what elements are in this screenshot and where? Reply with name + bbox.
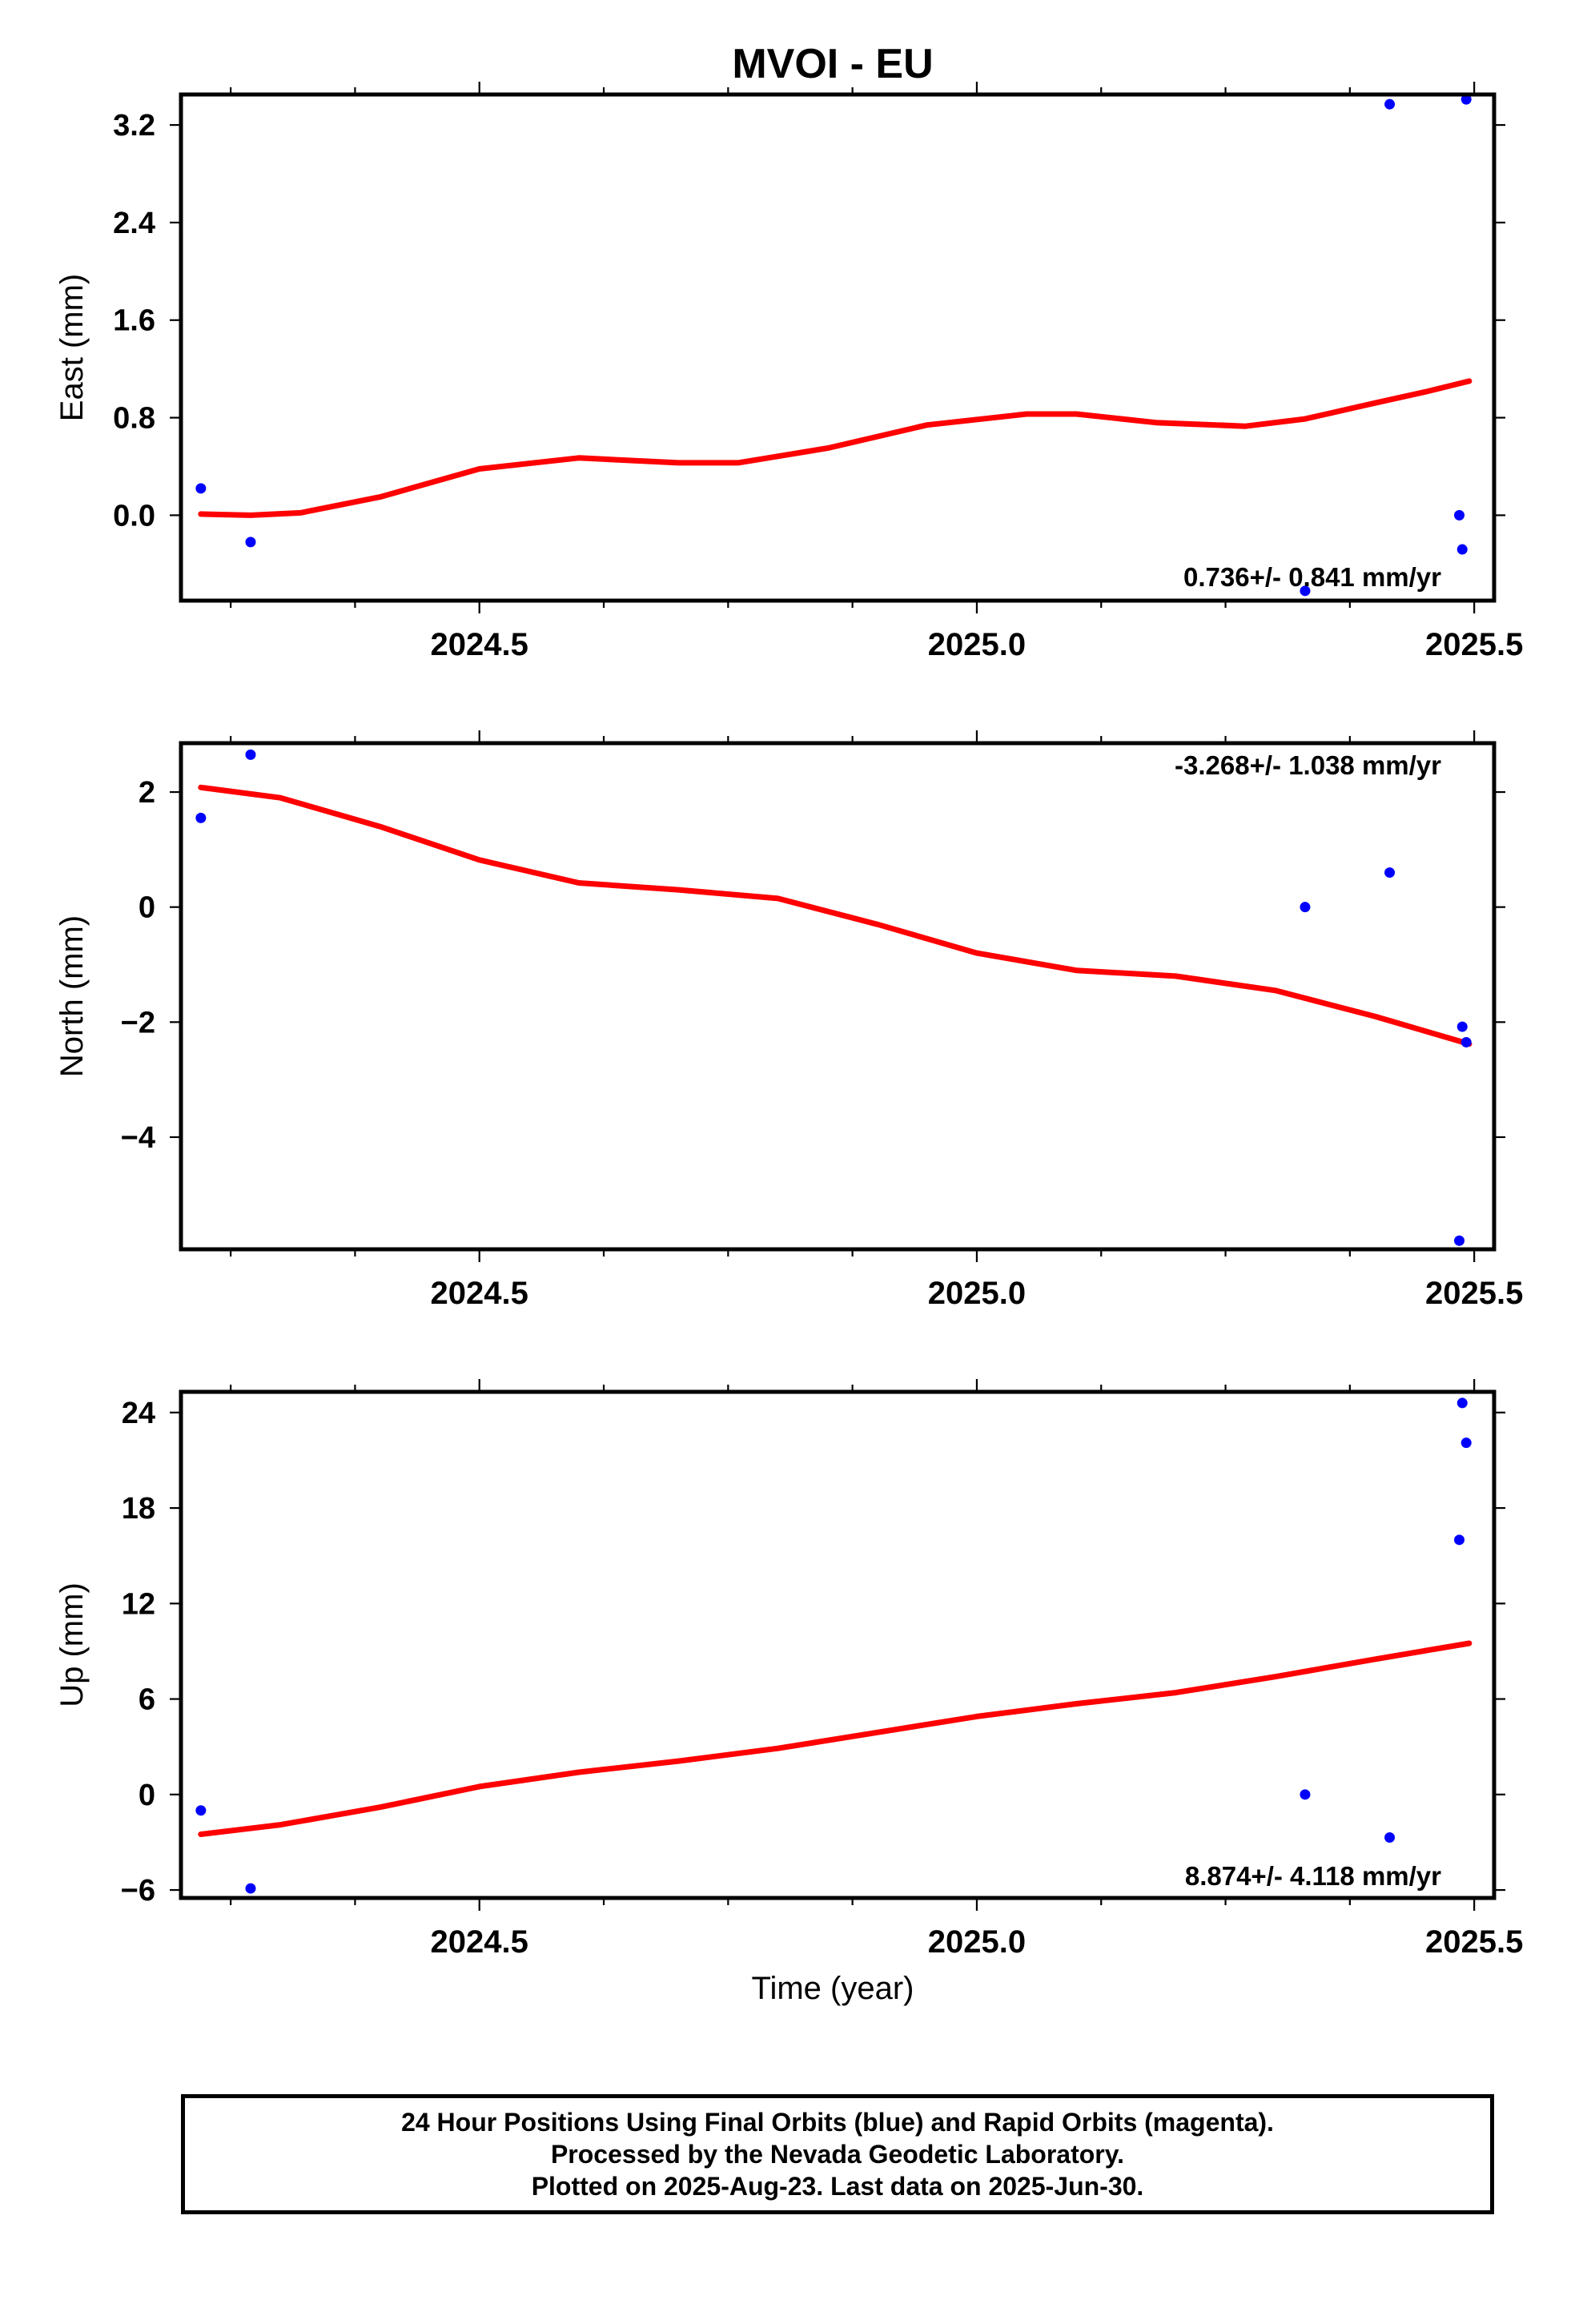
fit-line bbox=[198, 784, 1472, 1047]
ytick-label: 1.6 bbox=[113, 304, 155, 338]
xtick-label: 2025.5 bbox=[1425, 627, 1523, 662]
chart-title: MVOI - EU bbox=[732, 41, 933, 87]
data-point bbox=[195, 1805, 207, 1816]
data-point bbox=[1456, 544, 1468, 555]
ytick-label: 6 bbox=[139, 1683, 155, 1717]
ytick-label: 24 bbox=[122, 1397, 155, 1430]
xtick-label: 2025.0 bbox=[928, 1924, 1026, 1960]
ytick-label: −6 bbox=[121, 1874, 155, 1908]
xtick-label: 2024.5 bbox=[431, 1276, 528, 1311]
footer-line-1: 24 Hour Positions Using Final Orbits (bl… bbox=[401, 2108, 1274, 2137]
xtick-label: 2025.5 bbox=[1425, 1924, 1523, 1960]
rate-annotation: 0.736+/- 0.841 mm/yr bbox=[1183, 562, 1441, 592]
ytick-label: 3.2 bbox=[113, 109, 155, 143]
data-point bbox=[1384, 1831, 1396, 1843]
data-point bbox=[1454, 1534, 1465, 1546]
ytick-label: 2 bbox=[139, 776, 155, 810]
y-axis-label: East (mm) bbox=[54, 274, 90, 421]
fit-line bbox=[198, 378, 1472, 518]
axis-frame bbox=[179, 92, 1497, 603]
data-point bbox=[1300, 585, 1311, 597]
panel-east: 0.0 0.8 1.6 2.4 3.2 2024.5 2025.0 2025.5 East (m… bbox=[54, 82, 1523, 662]
data-point bbox=[1460, 1437, 1472, 1449]
rate-annotation: -3.268+/- 1.038 mm/yr bbox=[1175, 750, 1441, 780]
rate-annotation: 8.874+/- 4.118 mm/yr bbox=[1185, 1861, 1441, 1891]
data-point bbox=[1454, 1235, 1465, 1246]
ytick-label: −4 bbox=[121, 1121, 155, 1155]
data-point bbox=[195, 483, 207, 494]
data-point bbox=[195, 812, 207, 823]
data-point bbox=[245, 1883, 256, 1894]
footer-box: 24 Hour Positions Using Final Orbits (bl… bbox=[181, 2094, 1494, 2214]
data-point bbox=[1454, 509, 1465, 521]
ytick-label: 18 bbox=[122, 1492, 155, 1526]
panel-up: −6 0 6 12 18 24 2024.5 2025.0 2025.5 Up (mm) 8.874… bbox=[54, 1379, 1523, 1960]
y-axis-label: Up (mm) bbox=[54, 1582, 90, 1707]
axis-frame bbox=[179, 741, 1497, 1252]
data-point bbox=[1384, 99, 1396, 110]
footer-line-3: Plotted on 2025-Aug-23. Last data on 202… bbox=[531, 2172, 1144, 2201]
xtick-label: 2025.0 bbox=[928, 1276, 1026, 1311]
panel-north: −4 −2 0 2 2024.5 2025.0 2025.5 North (mm) -3.268… bbox=[54, 730, 1523, 1311]
axis-frame bbox=[179, 1389, 1497, 1900]
data-point bbox=[1456, 1397, 1468, 1409]
data-point bbox=[1384, 867, 1396, 879]
ytick-label: 0.8 bbox=[113, 402, 155, 436]
x-axis-label: Time (year) bbox=[752, 1971, 914, 2006]
data-point bbox=[1300, 902, 1311, 913]
xtick-label: 2025.0 bbox=[928, 627, 1026, 662]
y-axis-label: North (mm) bbox=[54, 915, 90, 1077]
ytick-label: 0 bbox=[139, 891, 155, 925]
data-point bbox=[1300, 1789, 1311, 1800]
ytick-label: 0.0 bbox=[113, 499, 155, 533]
data-point bbox=[1456, 1021, 1468, 1032]
data-point bbox=[245, 537, 256, 548]
data-point bbox=[245, 749, 256, 760]
xtick-label: 2024.5 bbox=[431, 1924, 528, 1960]
data-point bbox=[1460, 94, 1472, 105]
ytick-label: 12 bbox=[122, 1587, 155, 1621]
xtick-label: 2024.5 bbox=[431, 627, 528, 662]
footer-line-2: Processed by the Nevada Geodetic Laborat… bbox=[550, 2140, 1125, 2169]
xtick-label: 2025.5 bbox=[1425, 1276, 1523, 1311]
fit-line bbox=[198, 1640, 1472, 1837]
ytick-label: 0 bbox=[139, 1779, 155, 1812]
data-point bbox=[1460, 1036, 1472, 1047]
ytick-label: −2 bbox=[121, 1006, 155, 1039]
ytick-label: 2.4 bbox=[113, 207, 155, 240]
